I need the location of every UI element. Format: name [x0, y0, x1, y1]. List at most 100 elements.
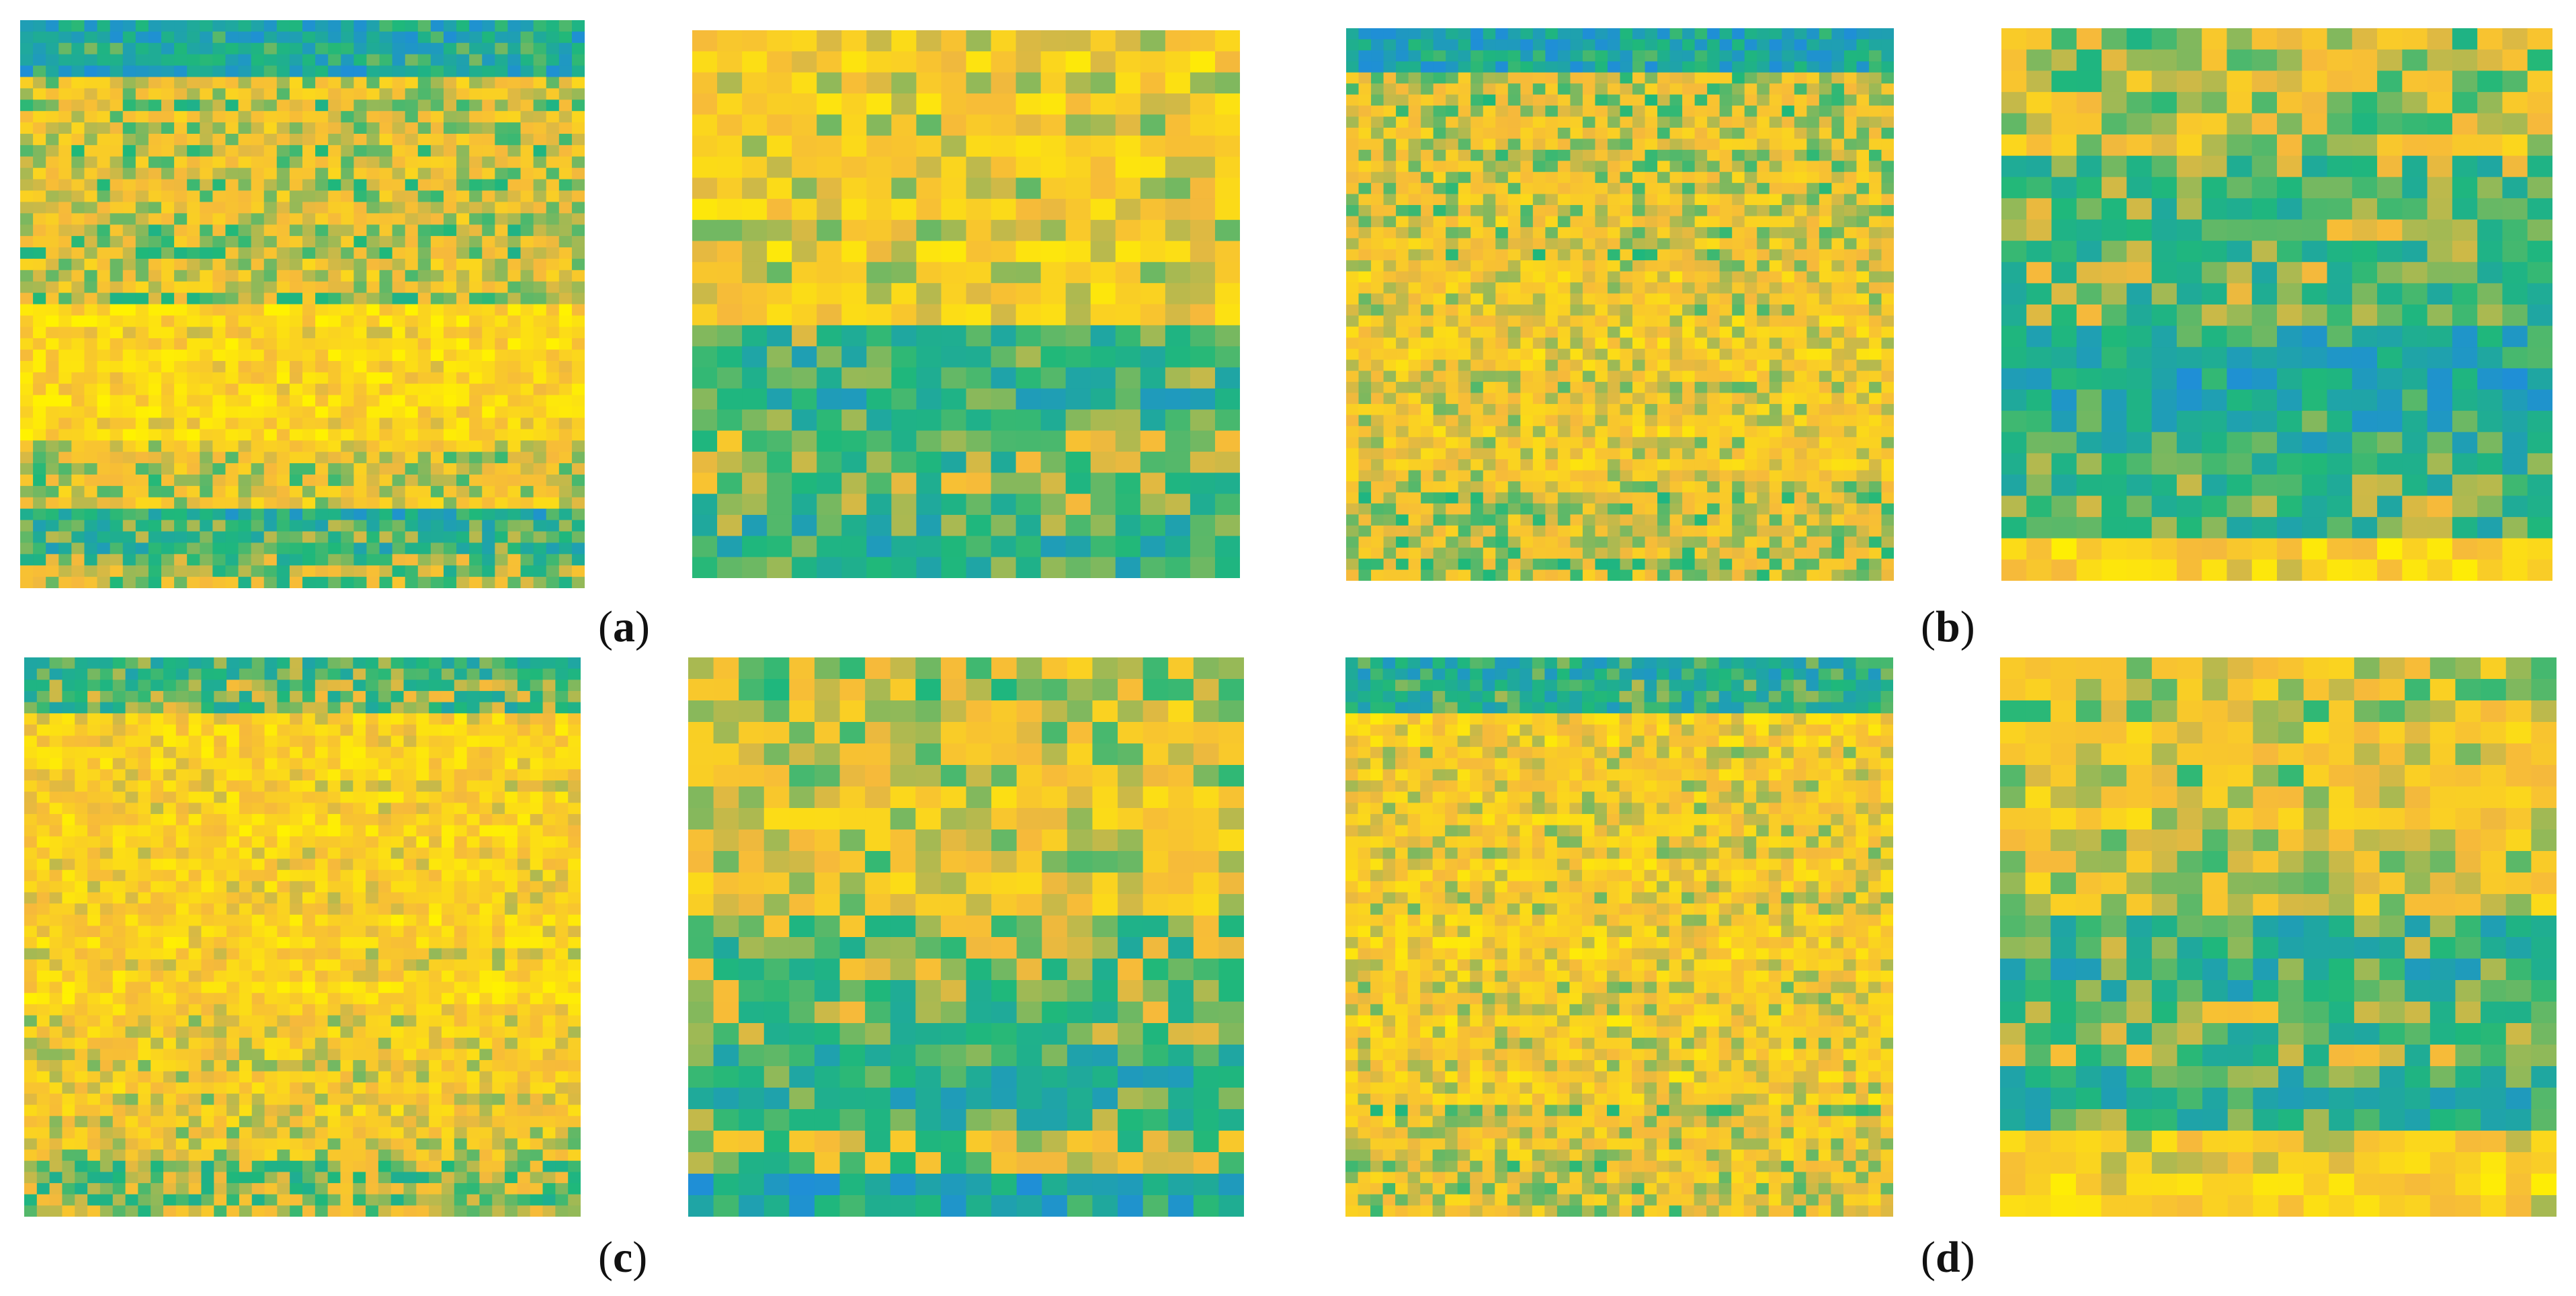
spectrogram-cell [1421, 293, 1434, 305]
spectrogram-cell [161, 304, 175, 316]
spectrogram-cell [456, 406, 470, 419]
spectrogram-cell [1769, 559, 1782, 571]
spectrogram-cell [1532, 360, 1546, 372]
spectrogram-cell [571, 292, 585, 305]
spectrogram-cell [379, 508, 393, 521]
spectrogram-cell [1769, 50, 1782, 62]
spectrogram-cell [238, 77, 252, 89]
spectrogram-cell [417, 179, 431, 192]
spectrogram-cell [841, 198, 867, 220]
spectrogram-cell [1190, 409, 1216, 432]
spectrogram-cell [1408, 61, 1421, 73]
spectrogram-cell [354, 281, 368, 294]
spectrogram-cell [1483, 39, 1496, 51]
spectrogram-cell [405, 236, 419, 248]
spectrogram-cell [916, 409, 942, 432]
spectrogram-cell [1595, 106, 1608, 118]
spectrogram-cell [1190, 72, 1216, 94]
spectrogram-cell [33, 520, 46, 532]
spectrogram-cell [1707, 205, 1720, 217]
spectrogram-cell [33, 190, 46, 202]
spectrogram-cell [1669, 305, 1683, 317]
spectrogram-cell [341, 88, 354, 100]
spectrogram-cell [1843, 161, 1858, 173]
spectrogram-cell [200, 65, 213, 78]
spectrogram-cell [1794, 50, 1807, 62]
spectrogram-cell [1831, 326, 1845, 338]
spectrogram-cell [571, 554, 585, 566]
spectrogram-cell [1165, 409, 1191, 432]
spectrogram-cell [767, 557, 792, 578]
spectrogram-cell [1520, 503, 1534, 515]
spectrogram-cell [1595, 194, 1608, 206]
spectrogram-cell [238, 20, 252, 32]
spectrogram-cell [1881, 116, 1894, 128]
spectrogram-cell [1570, 536, 1583, 549]
spectrogram-cell [507, 520, 522, 532]
spectrogram-cell [495, 520, 509, 532]
spectrogram-cell [1040, 198, 1067, 220]
spectrogram-cell [1757, 39, 1770, 51]
spectrogram-cell [1408, 183, 1421, 195]
spectrogram-cell [1732, 470, 1745, 482]
spectrogram-cell [558, 99, 573, 112]
spectrogram-cell [1470, 393, 1484, 405]
spectrogram-cell [1346, 437, 1360, 449]
spectrogram-cell [315, 65, 329, 78]
spectrogram-cell [1371, 415, 1384, 427]
spectrogram-cell [444, 236, 457, 248]
spectrogram-cell [405, 485, 419, 498]
spectrogram-cell [1831, 536, 1845, 549]
spectrogram-cell [187, 54, 200, 67]
spectrogram-cell [1371, 393, 1384, 405]
spectrogram-cell [1358, 227, 1372, 239]
spectrogram-cell [1214, 514, 1240, 536]
spectrogram-cell [417, 531, 431, 543]
spectrogram-cell [1794, 83, 1807, 95]
spectrogram-cell [1782, 459, 1795, 471]
spectrogram-cell [1165, 388, 1191, 410]
spectrogram-cell [354, 167, 368, 180]
spectrogram-cell [991, 493, 1017, 516]
spectrogram-cell [84, 20, 98, 32]
spectrogram-cell [1557, 94, 1571, 106]
spectrogram-cell [366, 31, 380, 44]
spectrogram-cell [520, 31, 534, 44]
spectrogram-cell [1757, 415, 1770, 427]
spectrogram-cell [1632, 481, 1646, 493]
spectrogram-cell [1371, 305, 1384, 317]
spectrogram-cell [1545, 459, 1559, 471]
spectrogram-cell [692, 220, 718, 242]
spectrogram-cell [1421, 382, 1434, 394]
spectrogram-cell [161, 292, 175, 305]
spectrogram-cell [1707, 360, 1720, 372]
spectrogram-cell [742, 304, 767, 326]
spectrogram-cell [767, 30, 792, 52]
spectrogram-cell [1358, 149, 1372, 161]
spectrogram-cell [417, 190, 431, 202]
spectrogram-cell [1707, 161, 1720, 173]
spectrogram-cell [1595, 415, 1608, 427]
spectrogram-cell [200, 520, 213, 532]
spectrogram-cell [1868, 415, 1882, 427]
spectrogram-cell [1214, 557, 1240, 578]
spectrogram-cell [354, 475, 368, 487]
spectrogram-cell [1632, 293, 1646, 305]
spectrogram-cell [225, 440, 239, 452]
spectrogram-cell [1868, 94, 1882, 106]
spectrogram-cell [1819, 470, 1832, 482]
spectrogram-cell [1507, 459, 1521, 471]
spectrogram-cell [1090, 135, 1116, 157]
spectrogram-cell [366, 247, 380, 259]
spectrogram-cell [1358, 481, 1372, 493]
spectrogram-cell [1371, 382, 1384, 394]
spectrogram-cell [1782, 205, 1795, 217]
spectrogram-cell [46, 406, 59, 419]
spectrogram-cell [1532, 305, 1546, 317]
spectrogram-cell [430, 247, 444, 259]
spectrogram-cell [1769, 337, 1782, 350]
spectrogram-cell [46, 372, 59, 384]
spectrogram-cell [507, 111, 522, 123]
spectrogram-cell [1769, 293, 1782, 305]
spectrogram-cell [1495, 194, 1509, 206]
